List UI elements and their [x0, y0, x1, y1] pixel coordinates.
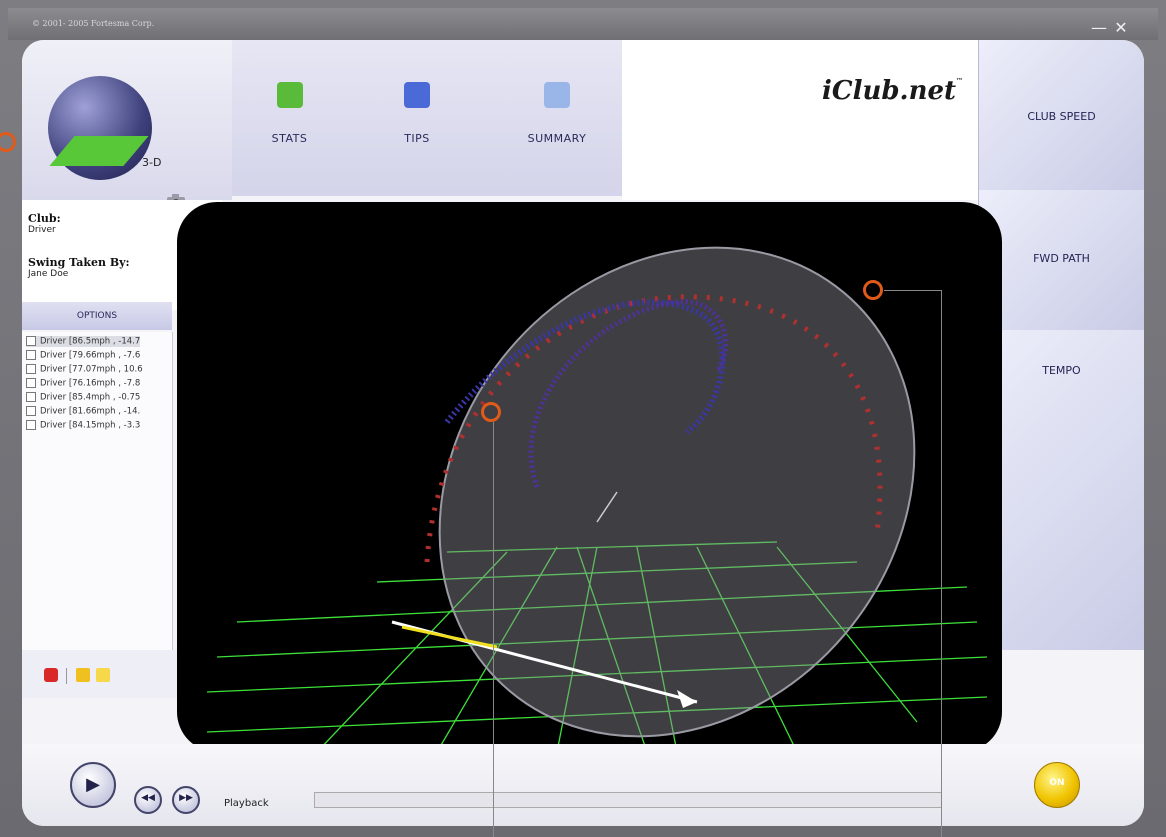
arrow-head-icon	[677, 690, 697, 708]
callout-line	[941, 290, 942, 837]
swing-label: Driver [81.66mph , -14.	[40, 406, 141, 417]
rewind-button[interactable]: ◀◀	[134, 786, 162, 814]
swing-checkbox[interactable]	[26, 336, 36, 346]
app-logo: iClub.net™	[822, 76, 963, 106]
play-button[interactable]: ▶	[70, 762, 116, 808]
annotation-marker	[0, 132, 16, 152]
tab-tips[interactable]: TIPS	[347, 40, 488, 196]
tab-stats[interactable]: STATS	[232, 40, 348, 196]
list-item[interactable]: Driver [86.5mph , -14.7	[26, 336, 141, 347]
swing-plane-render	[206, 246, 988, 752]
toolbar-divider	[66, 668, 67, 684]
taken-by-value: Jane Doe	[28, 269, 69, 279]
club-speed-label: CLUB SPEED	[1027, 110, 1096, 123]
logo-trademark: ™	[956, 76, 964, 85]
swing-list: Driver [86.5mph , -14.7 Driver [79.66mph…	[22, 332, 173, 650]
playback-label: Playback	[224, 798, 269, 809]
swing-checkbox[interactable]	[26, 406, 36, 416]
swing-label: Driver [84.15mph , -3.3	[40, 420, 141, 431]
title-bar: © 2001- 2005 Fortesma Corp. — ✕	[8, 8, 1158, 40]
list-item[interactable]: Driver [81.66mph , -14.	[26, 406, 140, 417]
rewind-icon: ◀◀	[141, 793, 155, 803]
swing-label: Driver [85.4mph , -0.75	[40, 392, 141, 403]
app-window: 3-D STATS TIPS SUMMARY iClub.net™ CLUB S…	[22, 40, 1144, 826]
list-item[interactable]: Driver [76.16mph , -7.8	[26, 378, 140, 389]
normal-vector	[596, 491, 618, 523]
swing-checkbox[interactable]	[26, 392, 36, 402]
swing-label: Driver [76.16mph , -7.8	[40, 378, 141, 389]
list-item[interactable]: Driver [77.07mph , 10.6	[26, 364, 143, 375]
tab-stats-label: STATS	[271, 132, 308, 145]
view-3d-button[interactable]: 3-D	[22, 40, 232, 208]
tab-tips-label: TIPS	[404, 132, 430, 145]
callout-line	[884, 290, 942, 291]
swing-checkbox[interactable]	[26, 350, 36, 360]
logo-text: iClub.net	[822, 76, 957, 106]
delete-swing-icon[interactable]	[44, 668, 58, 682]
playback-progress-bar[interactable]	[314, 792, 942, 808]
close-button[interactable]: ✕	[1114, 18, 1128, 37]
swing-checkbox[interactable]	[26, 364, 36, 374]
on-button[interactable]: ON	[1034, 762, 1080, 808]
target-line	[401, 625, 498, 649]
swing-path-arc-blue	[444, 299, 726, 435]
tempo-button[interactable]: TEMPO	[978, 330, 1144, 650]
playback-bar: ▶ ◀◀ ▶▶ Playback ON	[22, 744, 1144, 826]
swing-checkbox[interactable]	[26, 420, 36, 430]
open-folder-icon[interactable]	[76, 668, 90, 682]
tempo-label: TEMPO	[1042, 364, 1081, 377]
swing-label: Driver [77.07mph , 10.6	[40, 364, 143, 375]
list-toolbar	[22, 650, 177, 698]
stats-chart-icon	[276, 82, 303, 108]
list-item[interactable]: Driver [85.4mph , -0.75	[26, 392, 140, 403]
view-3d-label: 3-D	[142, 156, 162, 169]
swing-path-arc-purple	[528, 299, 729, 488]
swing-label: Driver [86.5mph , -14.7	[40, 336, 141, 347]
club-label: Club:	[28, 212, 61, 225]
options-button[interactable]: OPTIONS	[22, 302, 172, 330]
swing-plane-disc	[438, 246, 916, 738]
header-banner	[622, 40, 1042, 200]
club-speed-button[interactable]: CLUB SPEED	[978, 40, 1144, 190]
summary-calendar-icon	[544, 82, 570, 108]
swing-label: Driver [79.66mph , -7.6	[40, 350, 141, 361]
list-item[interactable]: Driver [79.66mph , -7.6	[26, 350, 140, 361]
options-label: OPTIONS	[76, 311, 118, 321]
forward-button[interactable]: ▶▶	[172, 786, 200, 814]
tips-checklist-icon	[404, 82, 430, 108]
club-value: Driver	[28, 225, 56, 235]
annotation-marker	[863, 280, 883, 300]
tab-summary-label: SUMMARY	[527, 132, 587, 145]
list-item[interactable]: Driver [84.15mph , -3.3	[26, 420, 140, 431]
play-icon: ▶	[86, 774, 100, 795]
annotation-marker	[481, 402, 501, 422]
taken-by-label: Swing Taken By:	[28, 256, 130, 269]
fwd-path-button[interactable]: FWD PATH	[978, 190, 1144, 330]
copyright-text: © 2001- 2005 Fortesma Corp.	[32, 19, 155, 28]
tab-summary[interactable]: SUMMARY	[487, 40, 628, 196]
forward-icon: ▶▶	[179, 793, 193, 803]
on-label: ON	[1049, 778, 1065, 788]
swing-checkbox[interactable]	[26, 378, 36, 388]
fwd-path-label: FWD PATH	[1033, 252, 1090, 265]
callout-line	[493, 422, 494, 837]
new-file-icon[interactable]	[96, 668, 110, 682]
minimize-button[interactable]: —	[1091, 18, 1107, 37]
